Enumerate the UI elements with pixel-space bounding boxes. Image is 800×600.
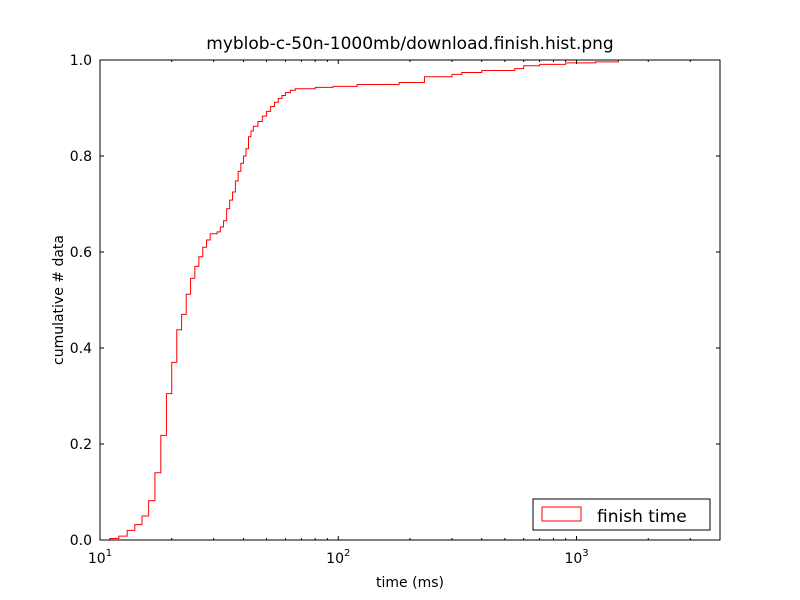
y-tick-label-4: 0.8 <box>70 149 92 165</box>
legend: finish time <box>532 498 711 531</box>
x-tick-label-1: 102 <box>326 548 350 567</box>
y-tick-label-5: 1.0 <box>70 53 92 69</box>
tick-layer: 0.0 0.2 0.4 0.6 0.8 1.0 101 102 103 <box>70 53 721 567</box>
x-tick-label-0: 101 <box>88 548 112 567</box>
x-axis-label: time (ms) <box>376 575 444 591</box>
legend-label-finish-time: finish time <box>597 507 687 527</box>
series-line-0 <box>109 59 720 540</box>
y-tick-label-0: 0.0 <box>70 533 92 549</box>
plot-frame <box>99 59 721 541</box>
plot-area <box>100 60 720 540</box>
y-tick-label-1: 0.2 <box>70 437 92 453</box>
legend-swatch <box>541 506 582 522</box>
y-tick-label-3: 0.6 <box>70 245 92 261</box>
y-tick-label-2: 0.4 <box>70 341 92 357</box>
x-tick-label-2: 103 <box>564 548 588 567</box>
chart-title: myblob-c-50n-1000mb/download.finish.hist… <box>206 34 613 54</box>
series-layer <box>109 59 720 540</box>
y-axis-label: cumulative # data <box>51 235 67 365</box>
